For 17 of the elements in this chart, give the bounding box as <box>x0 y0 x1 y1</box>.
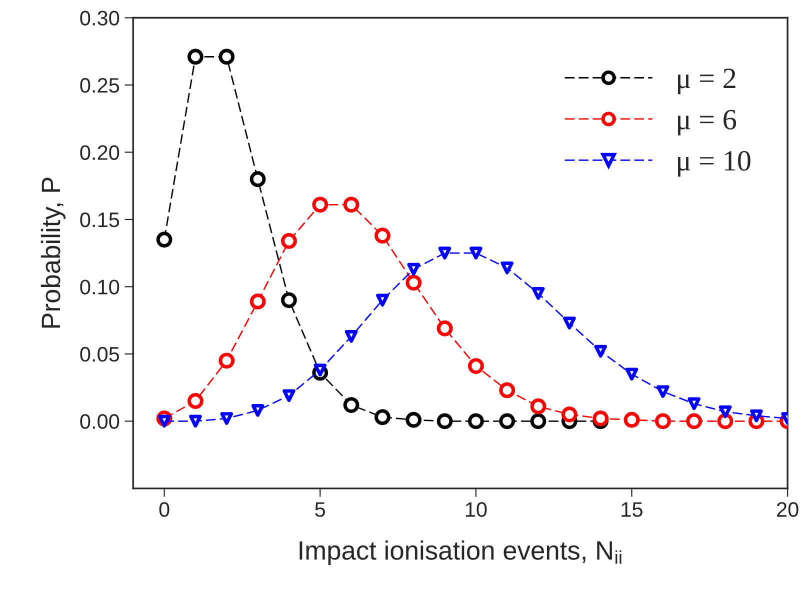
y-tick-label: 0.25 <box>80 78 120 93</box>
y-axis-title: Probability, P <box>40 178 66 328</box>
legend-label: μ = 6 <box>678 110 736 136</box>
legend-label: μ = 2 <box>678 68 736 94</box>
x-tick-label: 0 <box>159 502 170 517</box>
x-axis-title: Impact ionisation events, N$_{ii}$ <box>300 540 622 566</box>
x-tick-label: 15 <box>622 502 642 517</box>
y-tick-label: 0.10 <box>80 280 120 294</box>
y-tick-label: 0.15 <box>80 212 120 228</box>
x-tick-label: 20 <box>777 502 798 517</box>
y-tick-label: 0.20 <box>80 145 120 160</box>
y-tick-label: 0.30 <box>80 10 120 26</box>
x-tick-label: 5 <box>315 502 326 517</box>
x-tick-label: 10 <box>466 502 487 517</box>
y-tick-label: 0.00 <box>80 414 120 429</box>
y-tick-label: 0.05 <box>80 346 120 362</box>
legend-label: μ = 10 <box>678 151 750 177</box>
